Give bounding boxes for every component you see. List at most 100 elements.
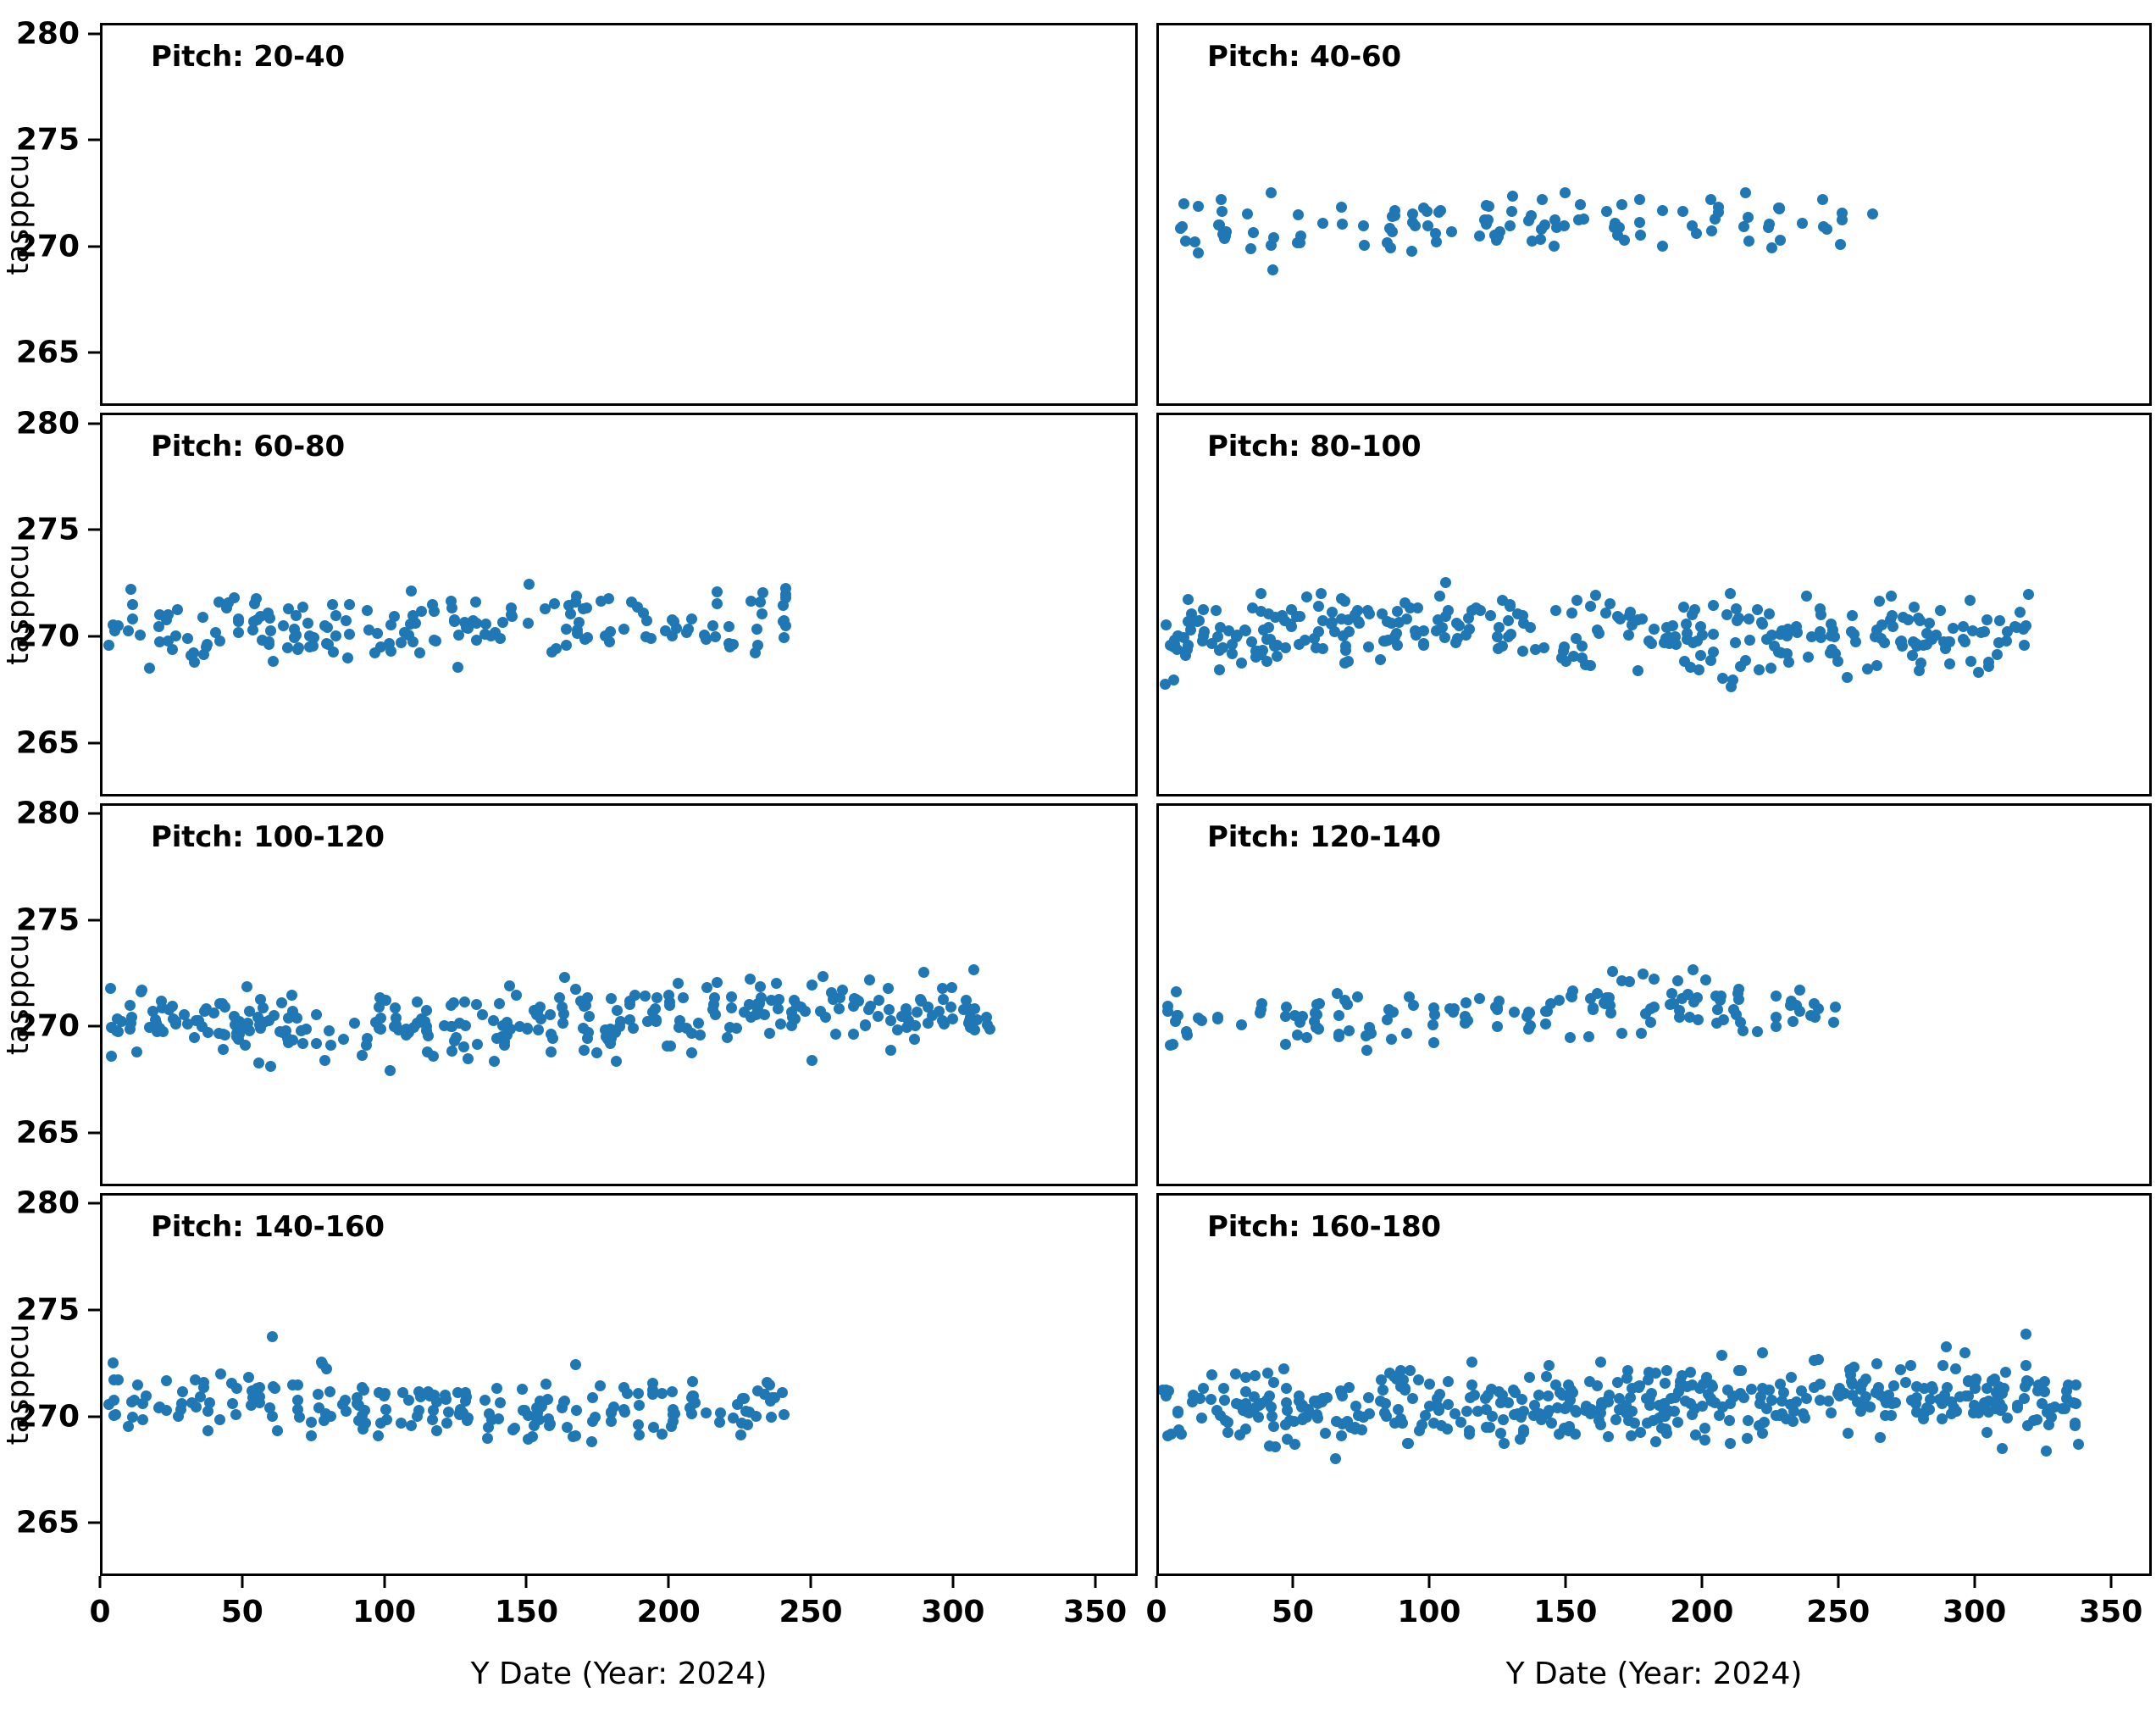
data-point — [322, 638, 334, 650]
data-point — [1972, 667, 1984, 679]
data-point — [413, 1405, 425, 1417]
data-point — [244, 1006, 255, 1018]
data-point — [583, 1010, 595, 1022]
data-point — [343, 599, 355, 611]
data-point — [1633, 1379, 1645, 1391]
data-point — [263, 1401, 275, 1413]
data-point — [1400, 613, 1412, 625]
subplot-pitch-120-140 — [1156, 802, 2152, 1186]
data-point — [380, 995, 392, 1007]
x-tick-mark — [1564, 1576, 1567, 1588]
data-point — [1665, 987, 1677, 999]
data-point — [452, 661, 463, 673]
data-point — [591, 1047, 603, 1059]
data-point — [1648, 1002, 1660, 1013]
panel-title-pitch-140-160: Pitch: 140-160 — [151, 1209, 385, 1244]
scatter-series-pitch-80-100 — [1159, 415, 2149, 793]
data-point — [372, 627, 384, 639]
data-point — [757, 586, 769, 598]
data-point — [603, 593, 615, 605]
data-point — [1385, 242, 1397, 254]
data-point — [1402, 1438, 1414, 1450]
data-point — [1429, 228, 1441, 240]
data-point — [1412, 602, 1424, 613]
data-point — [728, 638, 740, 650]
data-point — [640, 614, 652, 626]
data-point — [1907, 649, 1919, 661]
data-point — [1895, 635, 1907, 647]
data-point — [1407, 1392, 1419, 1404]
data-point — [1353, 616, 1365, 628]
data-point — [1267, 1420, 1279, 1432]
data-point — [1924, 1403, 1936, 1415]
data-point — [2040, 1445, 2052, 1457]
data-point — [937, 982, 949, 994]
data-point — [1591, 988, 1603, 1000]
data-point — [122, 1420, 134, 1432]
data-point — [1318, 1393, 1329, 1405]
data-point — [1389, 204, 1401, 216]
data-point — [1492, 1004, 1504, 1016]
data-point — [1591, 1379, 1603, 1391]
data-point — [1759, 1416, 1771, 1428]
data-point — [1363, 641, 1375, 653]
data-point — [1785, 1371, 1797, 1383]
x-tick-mark — [1837, 1576, 1840, 1588]
x-tick-mark — [667, 1576, 670, 1588]
data-point — [665, 1041, 677, 1052]
data-point — [1612, 1377, 1624, 1389]
panel-title-pitch-20-40: Pitch: 20-40 — [151, 40, 345, 74]
data-point — [1656, 241, 1668, 253]
data-point — [330, 630, 341, 642]
data-point — [1449, 637, 1461, 649]
data-point — [1801, 590, 1813, 602]
data-point — [1996, 1402, 2008, 1414]
data-point — [749, 647, 761, 658]
data-point — [1735, 1365, 1747, 1377]
data-point — [1255, 587, 1266, 599]
data-point — [1848, 1362, 1859, 1374]
data-point — [1999, 1366, 2011, 1378]
data-point — [883, 982, 895, 994]
data-point — [297, 601, 308, 613]
x-tick-label: 50 — [1271, 1595, 1315, 1629]
data-point — [709, 631, 721, 643]
data-point — [1376, 1374, 1388, 1386]
data-point — [1814, 1379, 1826, 1390]
data-point — [363, 624, 375, 636]
data-point — [1422, 219, 1433, 231]
data-point — [1979, 625, 1991, 637]
data-point — [1289, 1439, 1301, 1451]
data-point — [1404, 991, 1416, 1002]
data-point — [1386, 1033, 1398, 1045]
data-point — [420, 1020, 432, 1032]
data-point — [1249, 1370, 1261, 1382]
data-point — [319, 620, 331, 632]
data-point — [1782, 630, 1793, 641]
subplot-pitch-100-120 — [100, 802, 1138, 1186]
data-point — [758, 1009, 770, 1021]
data-point — [396, 1418, 407, 1429]
data-point — [1253, 1411, 1265, 1423]
data-point — [1460, 1017, 1472, 1029]
data-point — [1738, 1391, 1750, 1403]
data-point — [352, 1392, 363, 1404]
data-point — [1739, 186, 1751, 198]
data-point — [1900, 1377, 1912, 1389]
data-point — [131, 1046, 143, 1057]
data-point — [1537, 194, 1549, 206]
subplot-pitch-140-160 — [100, 1192, 1138, 1576]
data-point — [1604, 991, 1616, 1003]
data-point — [1498, 1414, 1509, 1426]
data-point — [127, 599, 139, 610]
data-point — [1428, 1036, 1440, 1048]
data-point — [1496, 641, 1508, 652]
data-point — [708, 992, 720, 1004]
y-tick-mark — [88, 245, 100, 248]
data-point — [1539, 1005, 1551, 1017]
data-point — [1813, 1003, 1825, 1015]
data-point — [1316, 217, 1328, 229]
data-point — [1170, 986, 1182, 998]
data-point — [1475, 604, 1487, 616]
